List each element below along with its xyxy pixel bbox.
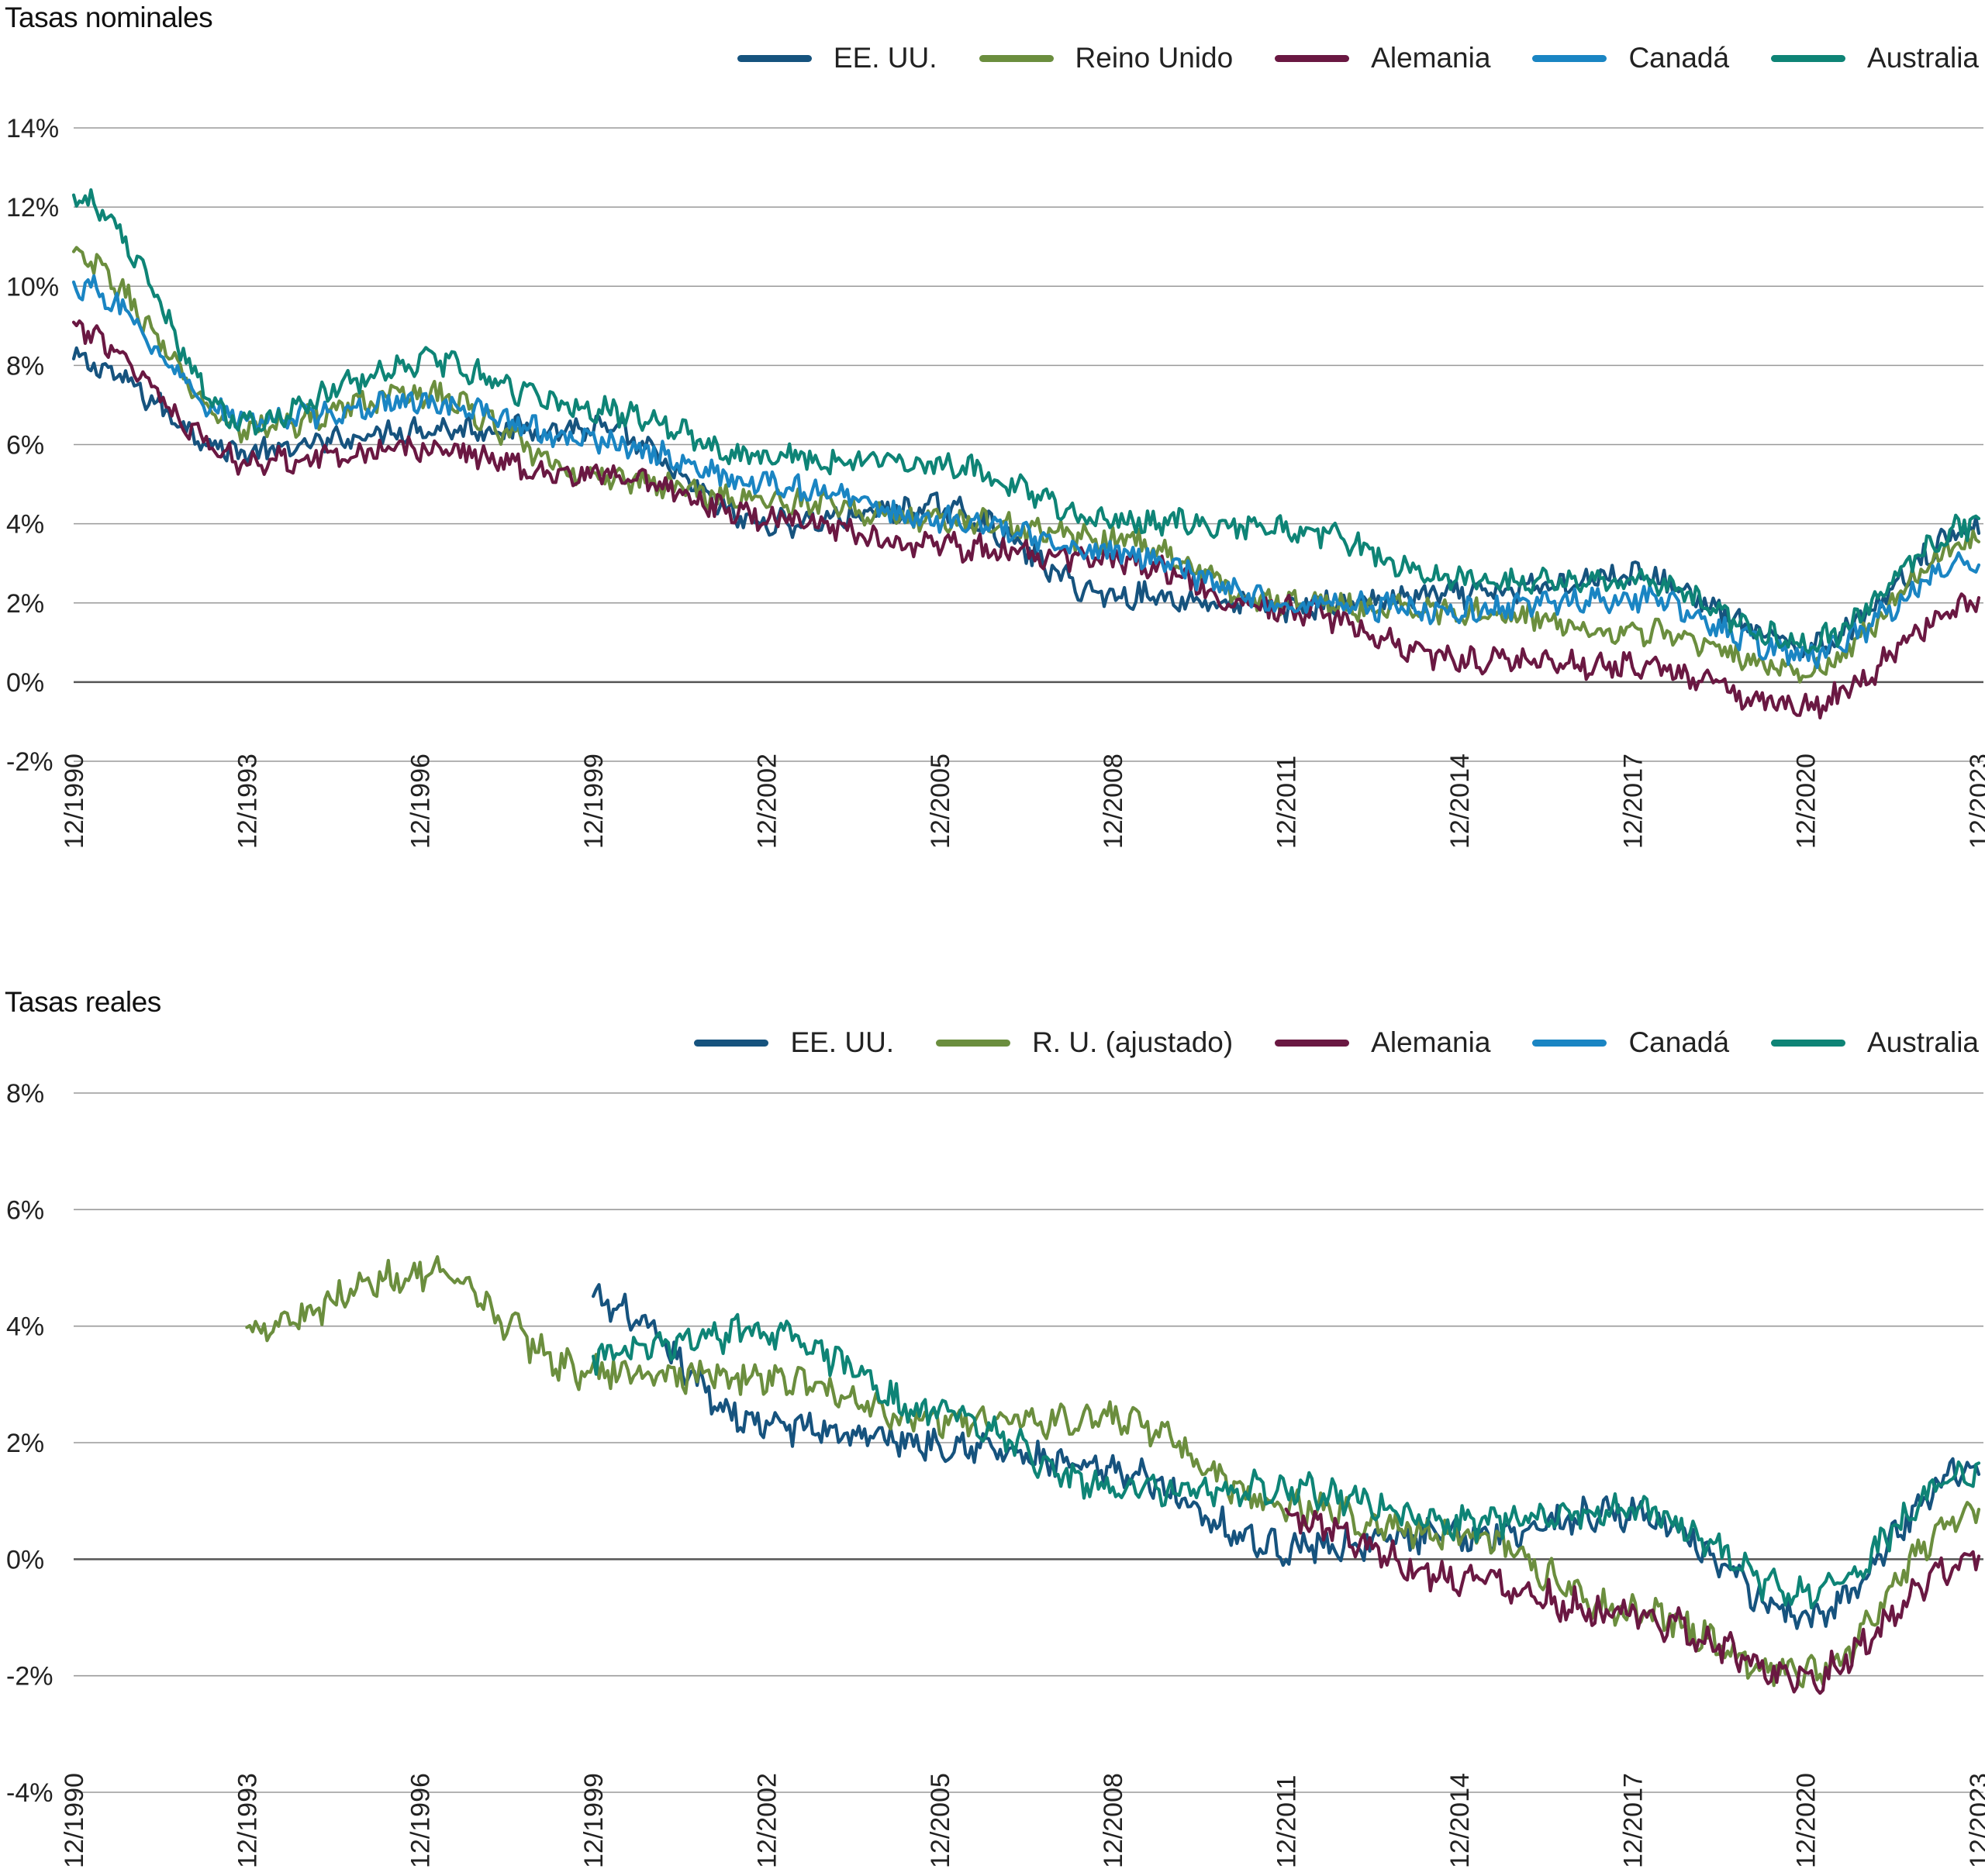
series-line (71, 188, 1981, 654)
legend-item: EE. UU. (694, 1026, 894, 1059)
x-tick-label: 12/1996 (406, 754, 436, 849)
legend-swatch (1771, 54, 1846, 62)
x-tick-label: 12/2011 (1272, 756, 1302, 849)
y-tick-label: 0% (6, 1545, 44, 1574)
x-tick-label: 12/2005 (926, 1773, 955, 1868)
legend-item: Canadá (1532, 1026, 1729, 1059)
real-rates-chart: Tasas reales EE. UU. R. U. (ajustado) Al… (0, 985, 1985, 1876)
y-tick-label: 6% (6, 431, 44, 460)
y-tick-label: -2% (6, 1662, 53, 1692)
legend-label: Australia (1867, 1026, 1979, 1058)
legend-item: Alemania (1275, 1026, 1490, 1059)
legend-label: Canadá (1628, 42, 1730, 74)
x-tick-label: 12/2020 (1792, 1773, 1821, 1868)
legend-swatch (979, 54, 1054, 62)
series-line (245, 1255, 1981, 1688)
legend-swatch (1275, 54, 1350, 62)
legend-label: Reino Unido (1075, 42, 1234, 74)
gridlines (74, 127, 1983, 762)
x-tick-label: 12/2002 (752, 1773, 782, 1868)
series-line (1284, 1507, 1981, 1695)
real-rates-plot: 8% 6% 4% 2% 0% -2% -4% 12/1990 12/1993 12/1996 12/… (6, 1079, 1985, 1868)
y-tick-label: -2% (6, 747, 53, 777)
legend-swatch (1771, 1039, 1846, 1047)
chart-legend: EE. UU. Reino Unido Alemania Canadá Aust… (696, 42, 1979, 74)
legend-item: Australia (1771, 42, 1979, 74)
y-tick-label: 14% (6, 114, 59, 143)
chart-title: Tasas nominales (5, 2, 213, 33)
legend-swatch (694, 1039, 769, 1047)
x-tick-label: 12/2023 (1965, 1773, 1985, 1868)
x-tick-label: 12/1999 (579, 754, 609, 849)
y-tick-label: 4% (6, 1312, 44, 1342)
legend-label: Australia (1867, 42, 1979, 74)
x-tick-label: 12/2008 (1099, 1773, 1128, 1868)
series-line (592, 1283, 1981, 1630)
legend-item: Alemania (1275, 42, 1490, 74)
x-tick-label: 12/1993 (233, 754, 262, 849)
x-tick-label: 12/1990 (60, 754, 89, 849)
chart-title: Tasas reales (5, 986, 161, 1018)
x-tick-label: 12/1993 (233, 1773, 262, 1868)
x-tick-label: 12/1999 (579, 1773, 609, 1868)
x-tick-label: 12/2008 (1099, 754, 1128, 849)
y-tick-label: -4% (6, 1778, 53, 1808)
y-tick-label: 4% (6, 510, 44, 540)
x-tick-label: 12/1996 (406, 1773, 436, 1868)
legend-swatch (936, 1039, 1011, 1047)
legend-item: Reino Unido (979, 42, 1234, 74)
y-tick-label: 6% (6, 1195, 44, 1225)
y-tick-label: 10% (6, 272, 59, 302)
x-tick-label: 12/2005 (926, 754, 955, 849)
x-tick-label: 12/2017 (1618, 754, 1648, 849)
legend-swatch (737, 54, 812, 62)
gridlines (74, 1092, 1983, 1793)
legend-label: R. U. (ajustado) (1032, 1026, 1234, 1058)
legend-item: EE. UU. (737, 42, 937, 74)
legend-swatch (1532, 1039, 1607, 1047)
y-tick-label: 0% (6, 668, 44, 698)
legend-item: R. U. (ajustado) (936, 1026, 1233, 1059)
x-tick-label: 12/2011 (1272, 1775, 1302, 1868)
x-tick-label: 12/2020 (1792, 754, 1821, 849)
legend-swatch (1275, 1039, 1350, 1047)
legend-label: Alemania (1371, 1026, 1491, 1058)
x-tick-label: 12/1990 (60, 1773, 89, 1868)
series-line (71, 319, 1981, 720)
series-line (592, 1312, 1981, 1610)
series-line (71, 274, 1981, 670)
legend-label: Canadá (1628, 1026, 1730, 1058)
legend-label: Alemania (1371, 42, 1491, 74)
x-tick-label: 12/2017 (1618, 1773, 1648, 1868)
legend-swatch (1532, 54, 1607, 62)
x-tick-label: 12/2014 (1445, 1773, 1475, 1868)
y-tick-label: 8% (6, 351, 44, 381)
x-tick-label: 12/2002 (752, 754, 782, 849)
x-tick-label: 12/2023 (1965, 754, 1985, 849)
y-tick-label: 8% (6, 1079, 44, 1109)
y-tick-label: 12% (6, 193, 59, 222)
chart-legend: EE. UU. R. U. (ajustado) Alemania Canadá… (652, 1026, 1979, 1059)
y-tick-label: 2% (6, 1429, 44, 1458)
legend-label: EE. UU. (833, 42, 937, 74)
x-tick-label: 12/2014 (1445, 754, 1475, 849)
legend-item: Canadá (1532, 42, 1729, 74)
nominal-rates-chart: Tasas nominales EE. UU. Reino Unido Alem… (0, 0, 1985, 915)
y-tick-label: 2% (6, 589, 44, 619)
legend-label: EE. UU. (790, 1026, 895, 1058)
legend-item: Australia (1771, 1026, 1979, 1059)
nominal-rates-plot: 14% 12% 10% 8% 6% 4% 2% 0% -2% 12/1990 12/1993 12/1… (6, 114, 1985, 849)
